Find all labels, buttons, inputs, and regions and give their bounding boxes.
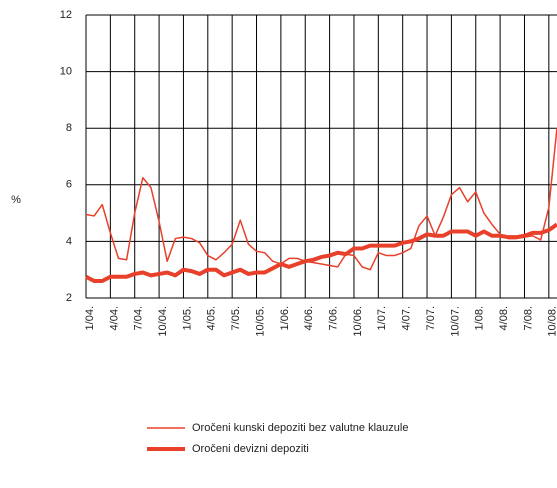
x-tick-label: 7/04. [133,306,145,330]
series-line [85,222,557,284]
x-tick-label: 7/05. [230,306,242,330]
x-tick-label: 7/08. [522,306,534,330]
series-line [85,128,557,271]
legend-label: Oročeni kunski depoziti bez valutne klau… [192,422,408,434]
y-tick-label: 12 [60,9,72,21]
y-tick-label: 4 [66,235,72,247]
x-tick-label: 1/07. [376,306,388,330]
x-tick-label: 4/05. [206,306,218,330]
x-tick-label: 1/06. [279,306,291,330]
x-tick-label: 1/08. [474,306,486,330]
x-tick-label: 10/08. [547,306,557,337]
y-tick-label: 8 [66,122,72,134]
y-tick-label: 10 [60,66,72,78]
y-tick-label: 6 [66,179,72,191]
x-tick-label: 4/04. [108,306,120,330]
x-tick-label: 4/08. [498,306,510,330]
y-tick-label: 2 [66,292,72,304]
y-axis-label: % [11,194,21,206]
x-tick-label: 10/07. [449,306,461,337]
x-tick-label: 10/04. [157,306,169,337]
x-tick-label: 7/06. [328,306,340,330]
x-tick-label: 1/04. [84,306,96,330]
legend-label: Oročeni devizni depoziti [192,443,309,455]
x-tick-label: 4/07. [401,306,413,330]
x-tick-label: 1/05. [181,306,193,330]
x-tick-label: 7/07. [425,306,437,330]
x-tick-label: 4/06. [303,306,315,330]
x-tick-label: 10/05. [254,306,266,337]
x-tick-label: 10/06. [352,306,364,337]
